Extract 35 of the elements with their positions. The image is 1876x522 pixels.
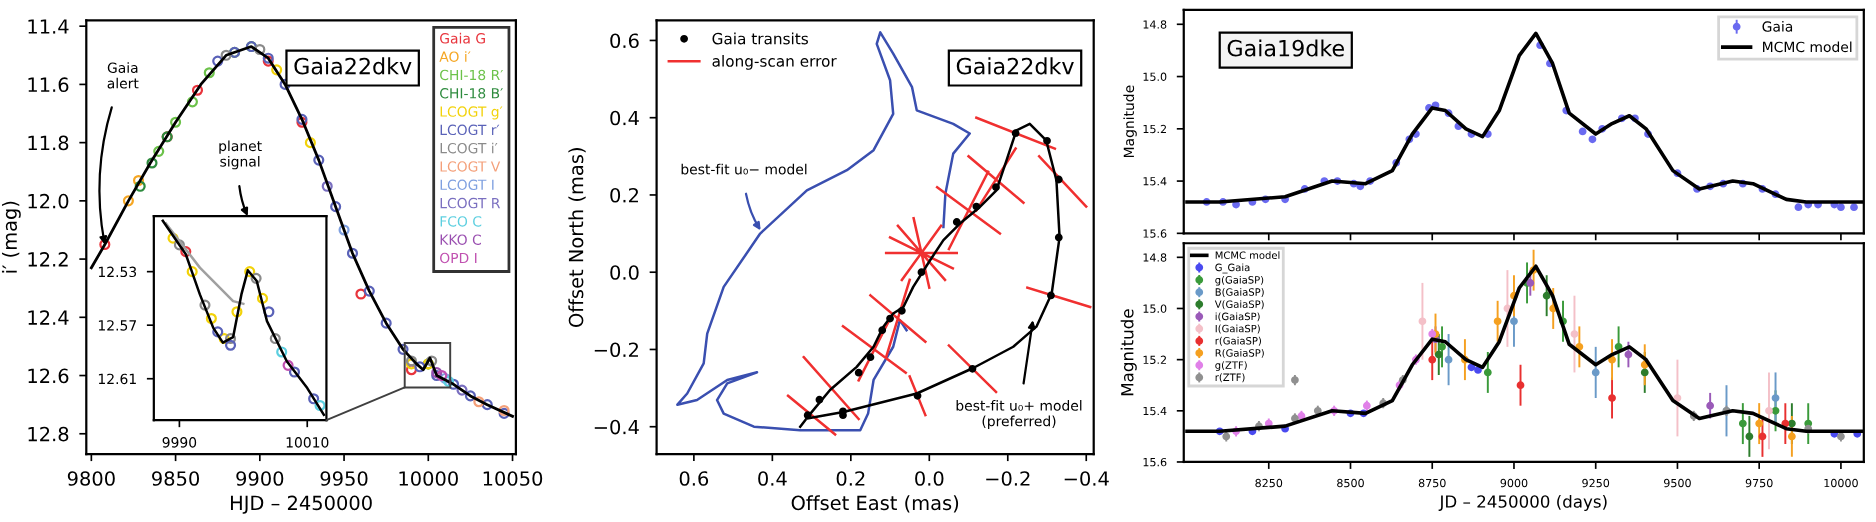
y-tick-label: 12.0 — [28, 193, 69, 209]
x-tick-label: 9850 — [152, 471, 200, 486]
text: Gaia19dke — [1227, 39, 1344, 57]
y-axis-title: Offset North (mas) — [568, 148, 586, 327]
y-axis-title: Magnitude — [1120, 309, 1137, 396]
x-tick-label: −0.2 — [986, 471, 1030, 486]
y-tick-label: −0.2 — [594, 342, 638, 358]
y-tick-label: 0.4 — [610, 110, 639, 126]
y-tick-label: 11.6 — [28, 77, 69, 93]
x-tick-label: 0.4 — [758, 471, 787, 486]
text: Gaia22dkv — [294, 57, 412, 75]
y-tick-label: 12.4 — [28, 310, 69, 325]
x-tick-label: 0.2 — [836, 471, 865, 486]
y-axis-title: i′ (mag) — [1, 201, 21, 273]
y-tick-label: −0.4 — [594, 419, 639, 435]
y-tick-label: 0.2 — [610, 187, 638, 203]
x-axis-title: HJD – 2450000 — [231, 495, 372, 514]
y-tick-label: 12.2 — [28, 252, 68, 267]
y-tick-label: 11.8 — [28, 135, 69, 151]
x-axis-title: Offset East (mas) — [791, 495, 959, 513]
x-tick-label: 10000 — [399, 471, 458, 486]
y-tick-label: 11.4 — [28, 19, 69, 34]
y-tick-label: 0.6 — [610, 33, 639, 49]
x-tick-label: −0.4 — [1064, 471, 1109, 486]
x-tick-label: 10050 — [483, 471, 543, 486]
text: Gaia22dkv — [956, 57, 1074, 75]
y-tick-label: 0.0 — [610, 265, 639, 280]
x-axis-title: JD – 2450000 (days) — [1438, 494, 1607, 512]
x-tick-label: 9950 — [320, 471, 368, 486]
x-tick-label: 9800 — [67, 471, 115, 486]
x-tick-label: 0.0 — [915, 471, 944, 486]
y-tick-label: 12.8 — [28, 426, 69, 442]
y-tick-label: 12.6 — [28, 368, 69, 384]
x-tick-label: 9900 — [236, 471, 284, 486]
x-tick-label: 0.6 — [679, 471, 709, 486]
